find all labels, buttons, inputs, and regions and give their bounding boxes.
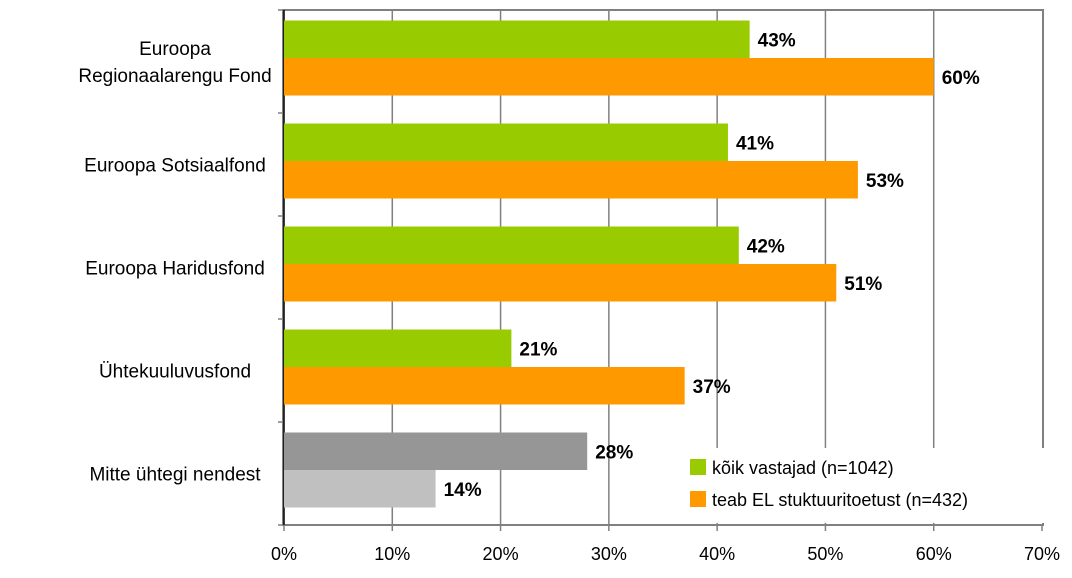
x-tick-label: 0% bbox=[271, 544, 297, 564]
bar bbox=[284, 367, 685, 405]
legend-box bbox=[680, 448, 1060, 523]
legend-swatch-knows-eu-support bbox=[690, 491, 706, 507]
category-label: Euroopa Haridusfond bbox=[85, 259, 265, 280]
x-tick-label: 30% bbox=[591, 544, 627, 564]
value-label: 60% bbox=[942, 68, 980, 89]
category-label: Euroopa bbox=[139, 39, 211, 60]
bars bbox=[284, 20, 934, 508]
bar bbox=[284, 432, 588, 470]
bar bbox=[284, 470, 436, 508]
legend-label-knows-eu-support: teab EL stuktuuritoetust (n=432) bbox=[712, 490, 968, 510]
value-labels: 43% 60% 41% 53% 42% 51% 21% 37% 28% 14% bbox=[444, 30, 980, 501]
x-tick-label: 60% bbox=[916, 544, 952, 564]
category-label: Regionaalarengu Fond bbox=[78, 66, 271, 87]
value-label: 43% bbox=[758, 30, 796, 51]
value-label: 41% bbox=[736, 133, 774, 154]
legend-swatch-all-respondents bbox=[690, 459, 706, 475]
category-label: Ühtekuuluvusfond bbox=[99, 362, 251, 383]
value-label: 51% bbox=[844, 274, 882, 295]
category-labels: Euroopa Regionaalarengu Fond Euroopa Sotsi… bbox=[78, 39, 271, 486]
value-label: 21% bbox=[519, 339, 557, 360]
bar bbox=[284, 264, 837, 302]
x-tick-label: 20% bbox=[483, 544, 519, 564]
bar bbox=[284, 20, 750, 58]
bar bbox=[284, 58, 934, 96]
value-label: 53% bbox=[866, 171, 904, 192]
value-label: 28% bbox=[595, 442, 633, 463]
bar bbox=[284, 161, 858, 199]
x-tick-label: 50% bbox=[807, 544, 843, 564]
value-label: 42% bbox=[747, 236, 785, 257]
x-tick-label: 70% bbox=[1024, 544, 1060, 564]
bar bbox=[284, 123, 728, 161]
value-label: 37% bbox=[693, 377, 731, 398]
x-tick-labels: 0% 10% 20% 30% 40% 50% 60% 70% bbox=[271, 544, 1060, 564]
x-tick-label: 10% bbox=[374, 544, 410, 564]
bar bbox=[284, 226, 739, 264]
bar bbox=[284, 329, 512, 367]
category-label: Mitte ühtegi nendest bbox=[89, 465, 261, 486]
value-label: 14% bbox=[444, 480, 482, 501]
x-tick-label: 40% bbox=[699, 544, 735, 564]
legend-label-all-respondents: kõik vastajad (n=1042) bbox=[712, 458, 894, 478]
category-label: Euroopa Sotsiaalfond bbox=[84, 156, 266, 177]
